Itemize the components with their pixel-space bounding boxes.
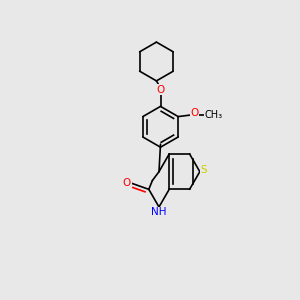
Text: CH₃: CH₃ <box>204 110 222 119</box>
Text: O: O <box>123 178 131 188</box>
Text: O: O <box>190 108 199 118</box>
Text: NH: NH <box>151 207 167 218</box>
Text: O: O <box>156 85 165 94</box>
Text: S: S <box>200 165 207 175</box>
